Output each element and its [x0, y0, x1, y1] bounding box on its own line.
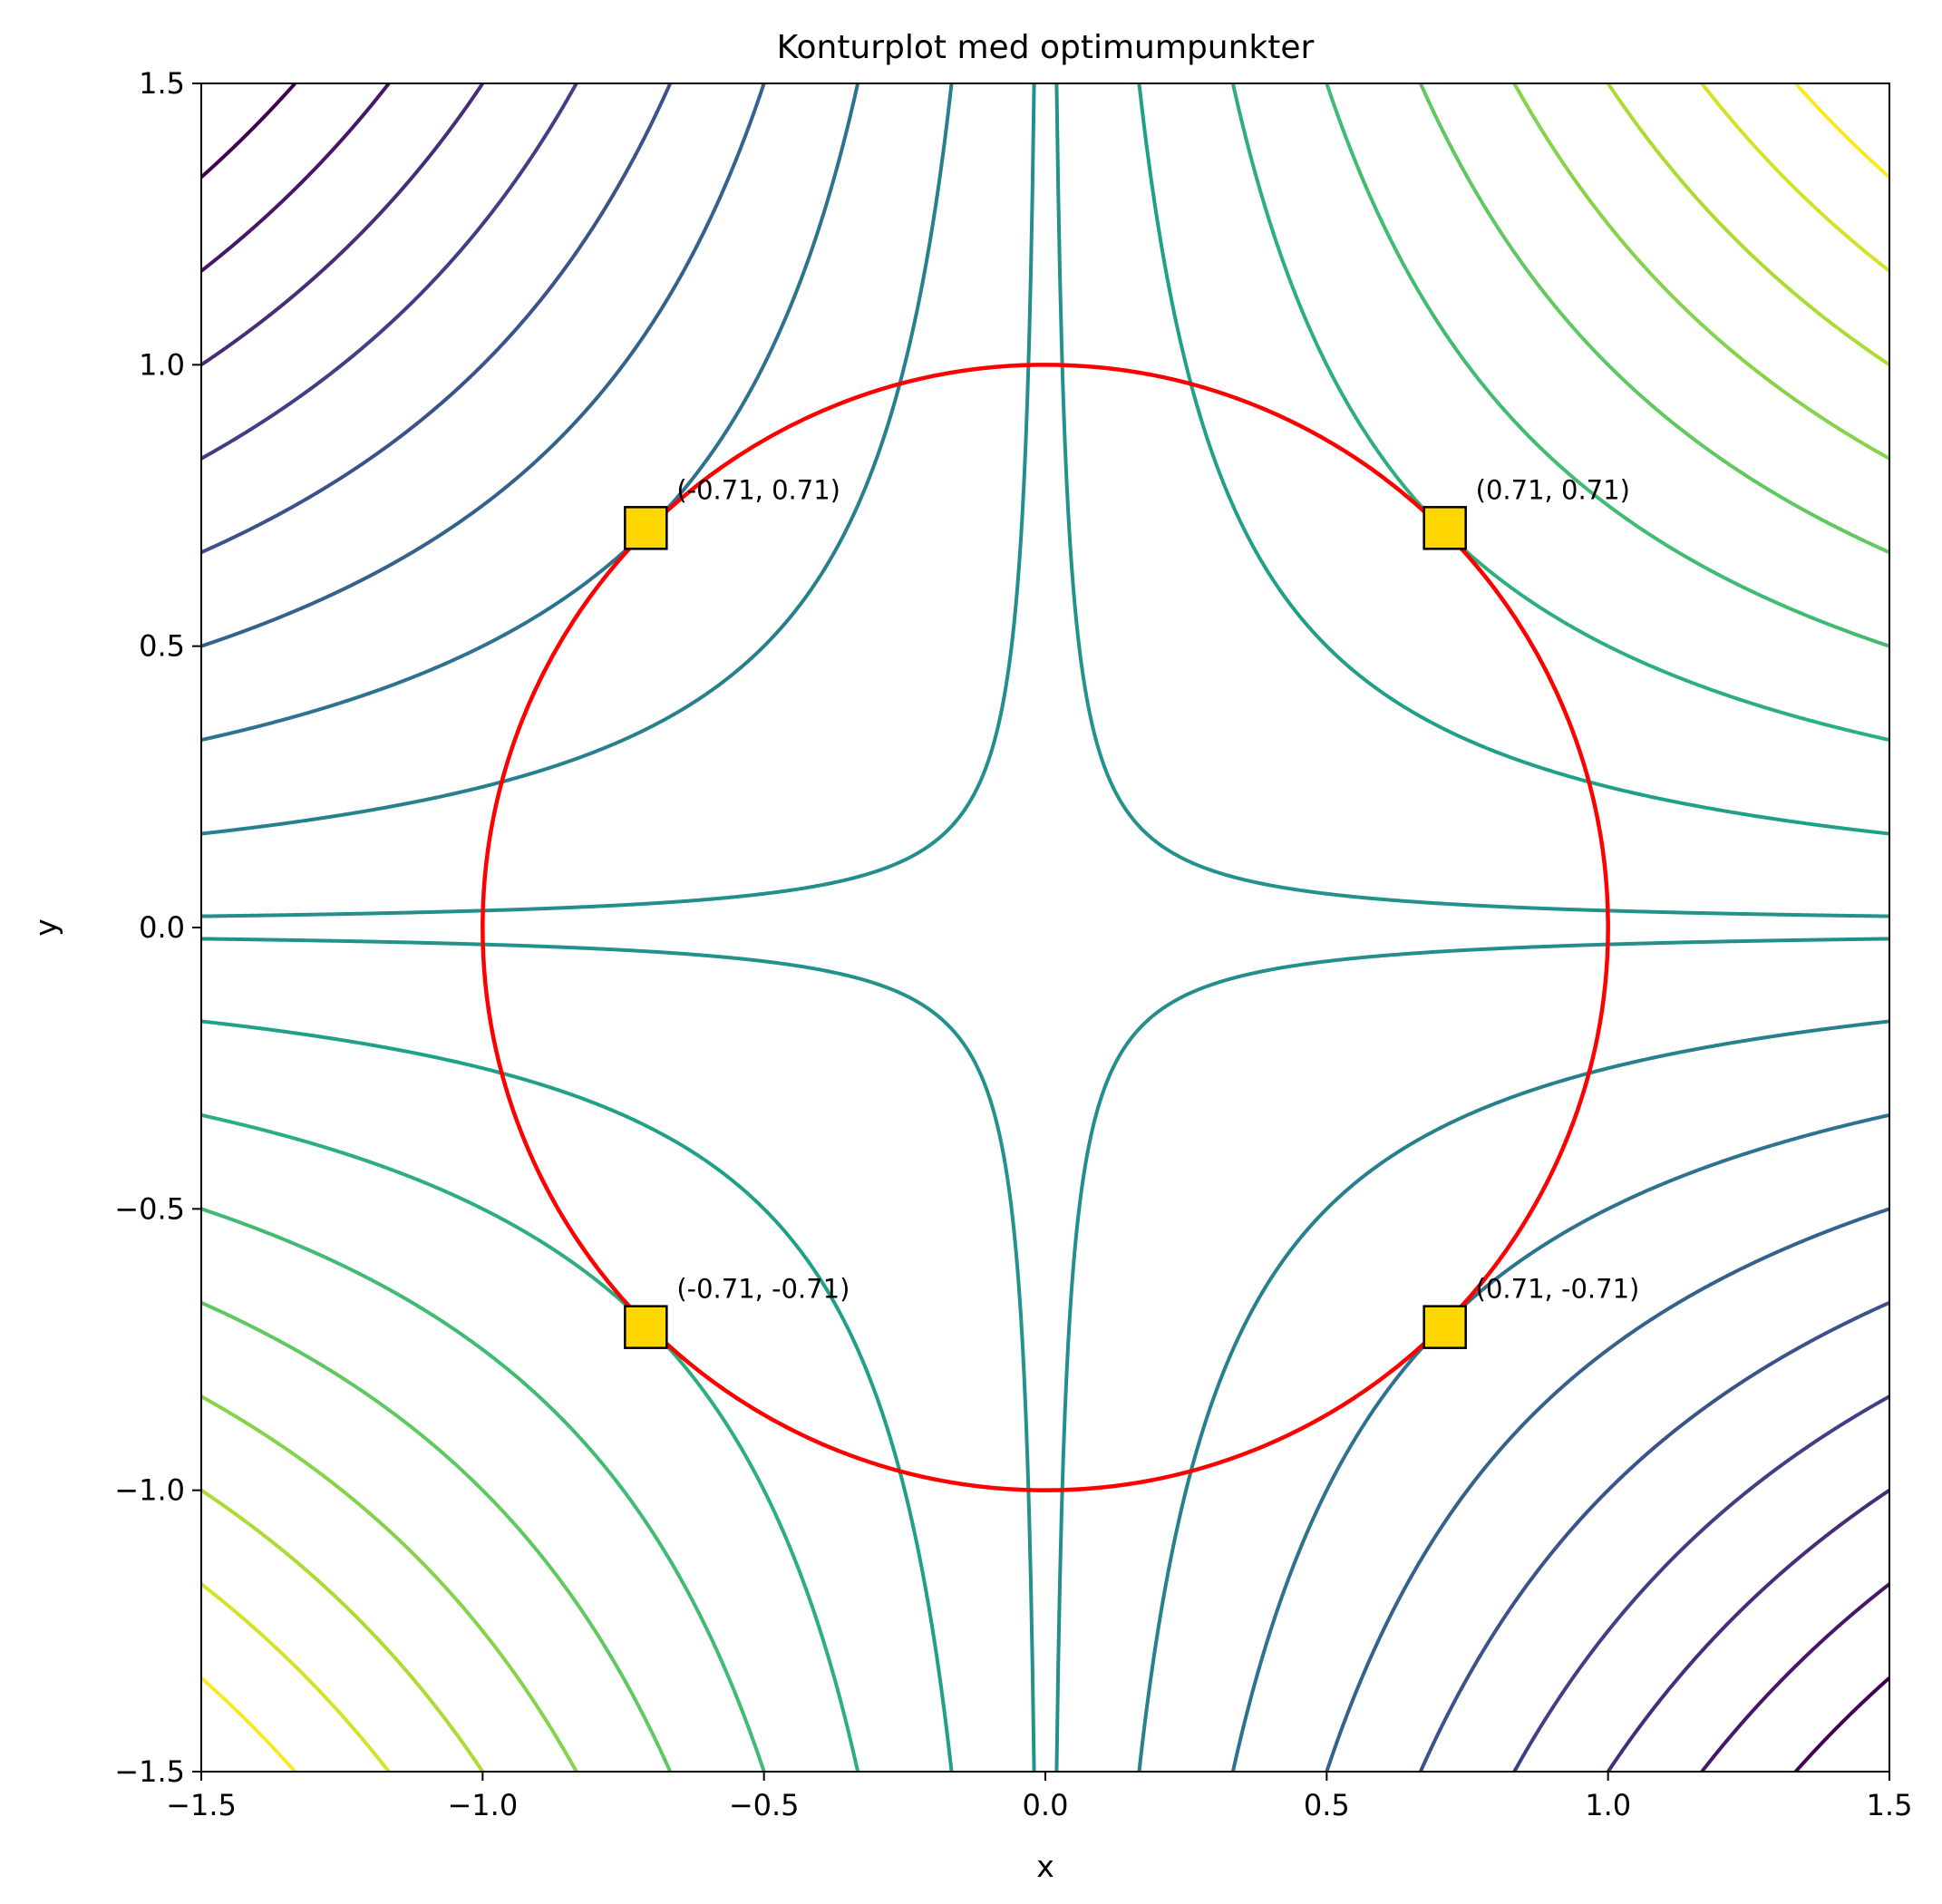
contour-line-3-1	[1512, 1394, 1889, 1772]
optimum-label-0: (-0.71, 0.71)	[676, 474, 840, 505]
optimum-marker-1	[1423, 506, 1467, 550]
contour-line-4-0	[201, 83, 673, 555]
contour-line-2-1	[1607, 1489, 1889, 1772]
x-axis-ticks: −1.5 −1.0 −0.5 0.0 0.5 1.0 1.5	[166, 1772, 1912, 1822]
contour-line-14-1	[201, 1394, 578, 1772]
contour-lines	[201, 83, 1889, 1772]
contour-line-13-0	[1418, 83, 1889, 555]
x-tick-label-0: −1.5	[166, 1788, 237, 1822]
optimum-marker-2	[624, 1305, 668, 1349]
contour-line-9-1	[201, 937, 1036, 1772]
contour-line-11-0	[1230, 83, 1889, 743]
optimum-points: (-0.71, 0.71) (0.71, 0.71) (-0.71, -0.71) (…	[624, 474, 1640, 1349]
contour-line-15-0	[1607, 83, 1889, 366]
x-tick-label-1: −1.0	[447, 1788, 518, 1822]
optimum-label-2: (-0.71, -0.71)	[676, 1274, 850, 1305]
contour-line-16-1	[201, 1582, 391, 1772]
contour-line-17-1	[201, 1676, 296, 1772]
constraint-circle	[481, 363, 1610, 1492]
contour-line-12-0	[1325, 83, 1889, 648]
contour-line-2-0	[201, 83, 484, 366]
optimum-marker-0	[624, 506, 668, 550]
y-axis-label: y	[28, 918, 63, 937]
contour-line-14-0	[1512, 83, 1889, 461]
optimum-marker-3	[1423, 1305, 1467, 1349]
contour-line-1-0	[201, 83, 391, 273]
y-tick-label-6: 1.5	[139, 66, 185, 101]
x-tick-label-5: 1.0	[1585, 1788, 1631, 1822]
x-tick-label-2: −0.5	[729, 1788, 800, 1822]
constraint-circle-layer	[481, 363, 1610, 1492]
optimum-label-3: (0.71, -0.71)	[1476, 1274, 1640, 1305]
contour-line-7-1	[1137, 1019, 1889, 1772]
x-axis-label: x	[1036, 1849, 1054, 1884]
y-tick-label-4: 0.5	[139, 629, 185, 664]
contour-line-8-1	[1054, 937, 1889, 1772]
contour-line-5-1	[1325, 1207, 1889, 1772]
contour-line-3-0	[201, 83, 578, 461]
contour-line-11-1	[201, 1112, 860, 1772]
optimum-label-1: (0.71, 0.71)	[1476, 474, 1630, 505]
y-tick-label-3: 0.0	[139, 910, 185, 945]
contour-line-6-1	[1230, 1112, 1889, 1772]
contour-line-17-0	[1794, 83, 1889, 179]
contour-line-13-1	[201, 1300, 673, 1772]
chart-title: Konturplot med optimumpunkter	[777, 29, 1315, 66]
x-tick-label-6: 1.5	[1867, 1788, 1913, 1822]
contour-line-7-0	[201, 83, 954, 836]
contour-line-4-1	[1418, 1300, 1889, 1772]
x-tick-label-4: 0.5	[1304, 1788, 1350, 1822]
y-tick-label-1: −1.0	[114, 1473, 185, 1508]
contour-line-0-0	[201, 83, 296, 179]
contour-line-0-1	[1794, 1676, 1889, 1772]
contour-line-6-0	[201, 83, 860, 743]
contour-line-10-0	[1137, 83, 1889, 836]
contour-line-5-0	[201, 83, 766, 648]
y-tick-label-5: 1.0	[139, 347, 185, 382]
contour-line-9-0	[1054, 83, 1889, 918]
contour-line-10-1	[201, 1019, 954, 1772]
y-tick-label-0: −1.5	[114, 1754, 185, 1789]
y-axis-ticks: −1.5 −1.0 −0.5 0.0 0.5 1.0 1.5	[114, 66, 201, 1789]
contour-line-1-1	[1700, 1582, 1889, 1772]
x-tick-label-3: 0.0	[1023, 1788, 1069, 1822]
contour-line-16-0	[1700, 83, 1889, 273]
contour-line-15-1	[201, 1489, 484, 1772]
y-tick-label-2: −0.5	[114, 1191, 185, 1226]
contour-line-8-0	[201, 83, 1036, 918]
contour-line-12-1	[201, 1207, 766, 1772]
